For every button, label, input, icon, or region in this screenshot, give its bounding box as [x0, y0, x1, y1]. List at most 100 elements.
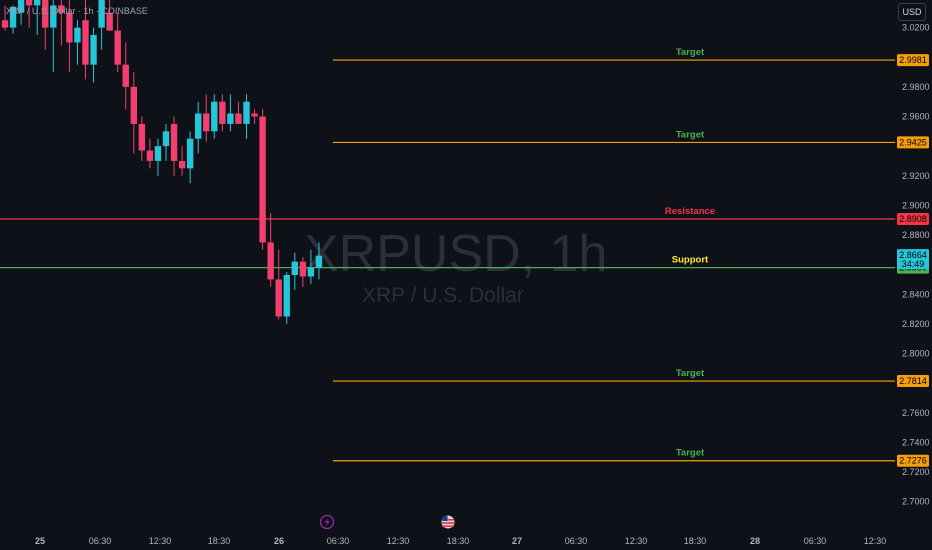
price-levels — [0, 59, 895, 462]
price-tick-label: 2.9000 — [902, 200, 930, 210]
time-tick-label: 12:30 — [387, 536, 410, 546]
candle-body — [130, 86, 137, 124]
candle-body — [299, 261, 307, 277]
price-tick-label: 2.7400 — [902, 437, 930, 447]
symbol-title: XRP / U.S. Dollar · 1h · COINBASE — [6, 6, 148, 16]
target-level-label: Target — [676, 368, 705, 379]
candle-body — [235, 113, 242, 124]
candle-body — [146, 150, 154, 161]
time-tick-label: 28 — [750, 536, 760, 546]
candle-body — [195, 113, 202, 139]
price-tick-label: 2.8000 — [902, 349, 930, 359]
lightning-event-icon[interactable] — [319, 514, 335, 530]
candle-body — [219, 101, 226, 124]
candle-body — [178, 160, 186, 169]
target-level-label: Target — [676, 47, 705, 58]
price-tick-label: 2.7600 — [902, 408, 930, 418]
time-tick-label: 06:30 — [804, 536, 827, 546]
candle-body — [122, 64, 129, 87]
candle-body — [227, 113, 234, 124]
candle-body — [98, 0, 105, 28]
price-tick-label: 2.7200 — [902, 467, 930, 477]
price-axis[interactable]: 3.0200 2.9800 2.9600 2.9200 2.9000 2.8800 2.84… — [897, 23, 930, 507]
price-tick-label: 3.0200 — [902, 23, 930, 33]
target-price-badge — [897, 454, 929, 467]
last-price-badge — [897, 249, 929, 270]
candle-body — [25, 0, 33, 6]
time-tick-label: 12:30 — [625, 536, 648, 546]
time-tick-label: 12:30 — [149, 536, 172, 546]
candle-body — [267, 242, 274, 280]
candle-body — [114, 30, 121, 65]
time-axis[interactable]: 25 06:30 12:30 18:30 26 06:30 12:30 18:30 27 06:3… — [35, 536, 886, 546]
candle-body — [90, 35, 97, 65]
time-tick-label: 18:30 — [684, 536, 707, 546]
candle-body — [106, 12, 113, 31]
candle-body — [42, 0, 49, 28]
candle-body — [82, 20, 89, 65]
watermark-ticker: XRPUSD, 1h — [304, 225, 607, 283]
candle-body — [186, 138, 194, 169]
candle-body — [211, 101, 218, 132]
level-labels: Target Target Resistance Support Target Targe… — [665, 47, 715, 459]
target-level-label: Target — [676, 129, 705, 140]
candle-body — [154, 146, 162, 161]
target-price-badge-text: 2.9981 — [899, 55, 927, 65]
price-tick-label: 2.9200 — [902, 171, 930, 181]
candle-body — [50, 5, 57, 28]
time-tick-label: 27 — [512, 536, 522, 546]
time-tick-label: 12:30 — [864, 536, 887, 546]
candle-body — [1, 20, 9, 28]
price-tick-label: 2.9600 — [902, 112, 930, 122]
candle-body — [58, 5, 65, 13]
target-price-badge-text: 2.7814 — [899, 376, 927, 386]
candle-body — [34, 0, 41, 6]
time-tick-label: 18:30 — [208, 536, 231, 546]
resistance-price-badge — [897, 213, 929, 226]
candle-body — [17, 0, 25, 13]
candle-body — [307, 267, 315, 277]
price-tick-label: 2.7000 — [902, 497, 930, 507]
candle-body — [203, 113, 210, 132]
candle-body — [275, 279, 282, 317]
time-tick-label: 06:30 — [327, 536, 350, 546]
time-tick-label: 25 — [35, 536, 45, 546]
candle-body — [162, 131, 170, 147]
candle-body — [74, 27, 81, 43]
last-price-badge-text: 2.8664 — [899, 250, 927, 260]
support-level-label: Support — [672, 255, 709, 266]
candle-body — [243, 101, 250, 124]
target-price-badge — [897, 375, 929, 388]
currency-button[interactable]: USD — [898, 3, 926, 21]
time-tick-label: 18:30 — [447, 536, 470, 546]
resistance-level-label: Resistance — [665, 206, 715, 217]
time-tick-label: 06:30 — [89, 536, 112, 546]
candle-body — [9, 6, 17, 28]
last-price-badge-countdown: 34:49 — [902, 259, 925, 269]
price-tick-label: 2.9800 — [902, 82, 930, 92]
watermark-name: XRP / U.S. Dollar — [362, 284, 524, 307]
candle-body — [251, 113, 258, 117]
candle-body — [291, 261, 298, 275]
target-price-badge — [897, 54, 929, 67]
candle-body — [315, 255, 323, 268]
target-level-label: Target — [676, 448, 705, 459]
time-tick-label: 26 — [274, 536, 284, 546]
candles — [1, 0, 323, 324]
time-tick-label: 06:30 — [565, 536, 588, 546]
candle-body — [259, 116, 266, 243]
candle-body — [66, 12, 73, 43]
target-price-badge — [897, 136, 929, 149]
price-tick-label: 2.8800 — [902, 230, 930, 240]
target-price-badge-text: 2.7276 — [899, 456, 927, 466]
us-flag-event-icon[interactable] — [441, 515, 455, 529]
candle-body — [170, 123, 178, 161]
target-price-badge-text: 2.9425 — [899, 137, 927, 147]
price-tick-label: 2.8400 — [902, 289, 930, 299]
candle-body — [283, 274, 290, 317]
candle-body — [138, 123, 146, 151]
resistance-price-badge-text: 2.8908 — [899, 214, 927, 224]
